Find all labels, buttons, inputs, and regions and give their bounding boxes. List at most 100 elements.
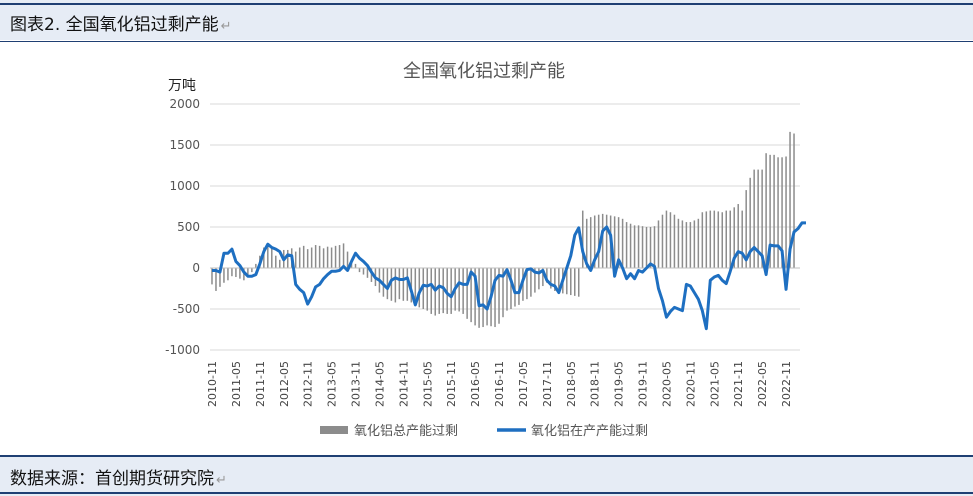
bar (558, 268, 560, 293)
bar (215, 268, 217, 291)
grid-lines (210, 103, 800, 351)
y-tick-label: 2000 (169, 97, 200, 111)
bar (725, 210, 727, 268)
bar (438, 268, 440, 314)
bar (677, 218, 680, 268)
legend: 氧化铝总产能过剩 氧化铝在产产能过剩 (320, 424, 648, 439)
bar (689, 222, 692, 268)
x-tick-label: 2014-05 (373, 361, 386, 407)
bar (737, 204, 739, 268)
x-tick-label: 2015-05 (421, 361, 434, 407)
x-tick-label: 2018-05 (565, 361, 578, 407)
bar (753, 169, 755, 268)
bar (286, 249, 289, 268)
bar (581, 210, 584, 268)
bar (661, 214, 664, 268)
bar (637, 225, 640, 268)
bar (251, 268, 253, 273)
bar (597, 214, 600, 268)
bar (494, 268, 496, 328)
bar (410, 268, 413, 303)
x-tick-label: 2015-11 (445, 361, 458, 407)
bar (705, 211, 708, 268)
bar (219, 268, 221, 287)
bar (239, 268, 241, 279)
bar (526, 268, 528, 300)
bar (713, 210, 716, 268)
bar (390, 268, 393, 301)
return-mark: ↵ (216, 473, 227, 488)
bar (649, 227, 652, 268)
bar (585, 218, 588, 268)
x-tick-label: 2019-11 (637, 361, 650, 407)
bar (518, 268, 520, 305)
x-tick-label: 2010-11 (206, 361, 219, 407)
x-tick-label: 2019-05 (613, 361, 626, 407)
bar (745, 190, 747, 268)
footer-top-rule (0, 455, 973, 457)
x-tick-label: 2017-11 (541, 361, 554, 407)
x-tick-label: 2011-05 (230, 361, 243, 407)
bar (271, 248, 273, 268)
bar (458, 268, 460, 312)
bar (386, 268, 389, 300)
bar (665, 210, 668, 268)
x-tick-label: 2016-11 (493, 361, 506, 407)
bar (227, 268, 229, 281)
bar (605, 214, 608, 268)
return-mark: ↵ (220, 19, 232, 34)
bar (769, 154, 771, 268)
bar (354, 263, 357, 268)
bar (765, 153, 767, 268)
bar (211, 268, 213, 285)
bar (510, 268, 512, 309)
bar (578, 268, 580, 297)
bar (538, 268, 540, 290)
bar (761, 169, 763, 268)
figure-caption: 图表2. 全国氧化铝过剩产能 ↵ (10, 10, 232, 35)
bar (366, 268, 369, 278)
bar (773, 154, 775, 268)
line-series (211, 221, 806, 331)
x-tick-label: 2017-05 (517, 361, 530, 407)
bar (653, 226, 656, 268)
bar (482, 268, 484, 328)
x-tick-label: 2016-05 (469, 361, 482, 407)
bar (657, 220, 660, 268)
bar (370, 268, 373, 282)
bar (506, 268, 508, 311)
bar (681, 220, 684, 268)
bar (255, 263, 257, 268)
y-tick-label: -500 (173, 302, 200, 316)
x-tick-label: 2022-05 (756, 361, 769, 407)
header-bottom-rule (0, 41, 973, 42)
bar (625, 222, 628, 268)
bar (749, 177, 751, 268)
bar (554, 268, 556, 291)
y-tick-label: 500 (177, 220, 200, 234)
bar (462, 268, 464, 314)
bar (550, 268, 552, 289)
bar (223, 268, 225, 283)
bar (502, 268, 504, 318)
footer-bottom-rule (0, 492, 973, 494)
x-tick-label: 2022-11 (780, 361, 793, 407)
x-tick-label: 2021-05 (708, 361, 721, 407)
bar (669, 212, 672, 268)
x-tick-label: 2020-05 (660, 361, 673, 407)
bar (275, 255, 277, 268)
bar (426, 268, 429, 311)
bar (430, 268, 432, 314)
bar (235, 268, 237, 278)
bar (570, 268, 572, 296)
bar (302, 245, 305, 268)
bar (362, 268, 365, 275)
bar (418, 268, 421, 308)
bar (247, 268, 249, 277)
bar (641, 226, 644, 268)
x-tick-label: 2011-11 (254, 361, 267, 407)
bar (498, 268, 500, 324)
bar (721, 212, 724, 268)
bar (629, 223, 632, 268)
x-tick-label: 2021-11 (732, 361, 745, 407)
